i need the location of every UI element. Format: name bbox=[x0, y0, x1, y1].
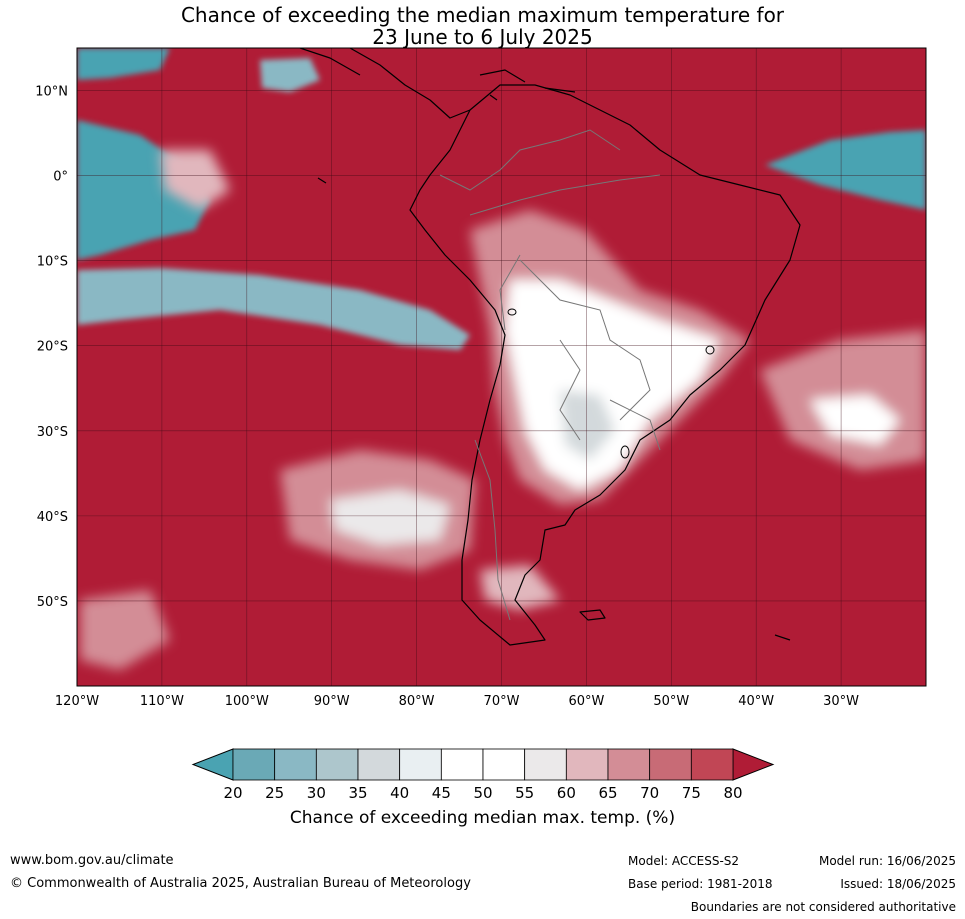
lake-brazil bbox=[705, 345, 715, 355]
colorbar-tick-label: 60 bbox=[557, 784, 576, 800]
coastline-central-america bbox=[299, 48, 471, 119]
colorbar-tick-label: 80 bbox=[723, 784, 742, 800]
base-period: Base period: 1981-2018 bbox=[628, 877, 773, 891]
latitude-tick-labels: 10°N 0° 10°S 20°S 30°S 40°S 50°S bbox=[35, 85, 68, 610]
region-pacific-equatorial bbox=[77, 120, 210, 260]
lat-tick-label: 50°S bbox=[37, 595, 68, 610]
colorbar-tick-label: 35 bbox=[348, 784, 367, 800]
lon-tick-label: 110°W bbox=[140, 694, 184, 709]
lake-titicaca bbox=[507, 308, 517, 316]
region-la-plata bbox=[560, 390, 615, 460]
border-north bbox=[439, 129, 621, 191]
coastline-south-america-outline bbox=[409, 84, 801, 646]
region-atlantic-equatorial bbox=[765, 130, 926, 210]
lon-tick-label: 50°W bbox=[653, 694, 689, 709]
title-line-1: Chance of exceeding the median maximum t… bbox=[180, 3, 785, 27]
colorbar-segment bbox=[440, 748, 484, 781]
neutral-regions bbox=[80, 150, 926, 670]
lat-tick-label: 10°N bbox=[35, 85, 68, 100]
lon-tick-label: 100°W bbox=[225, 694, 269, 709]
lon-tick-label: 90°W bbox=[314, 694, 350, 709]
border-brazil-west bbox=[469, 174, 661, 451]
colorbar-tick-label: 75 bbox=[682, 784, 701, 800]
coastline-galapagos bbox=[317, 177, 327, 184]
region-central-america bbox=[260, 58, 320, 92]
colorbar-tick-label: 65 bbox=[598, 784, 617, 800]
lat-tick-label: 0° bbox=[53, 170, 68, 185]
model-run-date: Model run: 16/06/2025 bbox=[818, 854, 956, 868]
forecast-map: 10°N 0° 10°S 20°S 30°S 40°S 50°S 120°W 110°W 100… bbox=[35, 47, 927, 800]
region-south-atlantic-east-light bbox=[810, 395, 900, 445]
colorbar-segment bbox=[607, 748, 651, 781]
region-interior-white bbox=[505, 280, 720, 490]
colorbar-label: Chance of exceeding median max. temp. (%… bbox=[289, 808, 676, 828]
lat-tick-label: 30°S bbox=[37, 425, 68, 440]
colorbar-tick-label: 55 bbox=[515, 784, 534, 800]
coastline-falklands bbox=[579, 609, 606, 621]
region-pacific-tropical-light bbox=[160, 150, 230, 210]
lon-tick-label: 40°W bbox=[738, 694, 774, 709]
low-probability-regions bbox=[77, 48, 926, 350]
colorbar-segment bbox=[524, 748, 567, 781]
colorbar-segment bbox=[482, 748, 526, 781]
colorbar-segment bbox=[274, 748, 317, 781]
lat-tick-label: 10°S bbox=[37, 255, 68, 270]
region-pacific-band bbox=[77, 268, 470, 350]
website-link[interactable]: www.bom.gov.au/climate bbox=[10, 853, 174, 868]
probability-field bbox=[77, 48, 926, 686]
colorbar-tick-label: 50 bbox=[473, 784, 492, 800]
lon-tick-label: 70°W bbox=[484, 694, 520, 709]
region-south-pacific-light bbox=[330, 490, 450, 545]
border-andes bbox=[474, 439, 511, 621]
colorbar-segment bbox=[357, 748, 401, 781]
colorbar-segment bbox=[690, 748, 734, 781]
map-title: Chance of exceeding the median maximum t… bbox=[0, 4, 965, 48]
lakes bbox=[507, 308, 715, 459]
lon-tick-label: 120°W bbox=[55, 694, 99, 709]
longitude-tick-labels: 120°W 110°W 100°W 90°W 80°W 70°W 60°W 50°W 40°W 3… bbox=[55, 694, 859, 709]
colorbar-segment bbox=[649, 748, 692, 781]
colorbar-tick-label: 20 bbox=[223, 784, 242, 800]
model-name: Model: ACCESS-S2 bbox=[628, 854, 740, 868]
colorbar-tick-label: 70 bbox=[640, 784, 659, 800]
colorbar-tick-label: 30 bbox=[307, 784, 326, 800]
colorbar-over-arrow bbox=[732, 748, 775, 781]
colorbar-segment bbox=[232, 748, 276, 781]
colorbar-tick-label: 45 bbox=[432, 784, 451, 800]
coastline-south-georgia bbox=[774, 634, 791, 641]
coastlines bbox=[299, 48, 801, 646]
lon-tick-label: 30°W bbox=[823, 694, 859, 709]
colorbar-segment bbox=[315, 748, 359, 781]
colorbar-tick-label: 40 bbox=[390, 784, 409, 800]
copyright-text: © Commonwealth of Australia 2025, Austra… bbox=[10, 876, 471, 891]
lat-tick-label: 20°S bbox=[37, 340, 68, 355]
lake-patos bbox=[620, 445, 630, 459]
graticule bbox=[77, 48, 926, 686]
colorbar: 20 25 30 35 40 45 50 55 60 65 70 75 80 bbox=[191, 748, 775, 800]
map-frame bbox=[76, 47, 927, 687]
colorbar-under-arrow bbox=[191, 748, 234, 781]
colorbar-segment bbox=[399, 748, 442, 781]
boundaries-disclaimer: Boundaries are not considered authoritat… bbox=[690, 900, 956, 914]
coastline-caribbean-islands bbox=[479, 69, 576, 101]
colorbar-tick-label: 25 bbox=[265, 784, 284, 800]
lon-tick-label: 60°W bbox=[568, 694, 604, 709]
lat-tick-label: 40°S bbox=[37, 510, 68, 525]
region-pacific-north bbox=[77, 48, 170, 80]
issued-date: Issued: 18/06/2025 bbox=[840, 877, 956, 891]
region-sw-pacific bbox=[80, 590, 170, 670]
country-borders bbox=[439, 129, 661, 621]
colorbar-segment bbox=[565, 748, 609, 781]
title-line-2: 23 June to 6 July 2025 bbox=[372, 25, 593, 49]
lon-tick-label: 80°W bbox=[399, 694, 435, 709]
